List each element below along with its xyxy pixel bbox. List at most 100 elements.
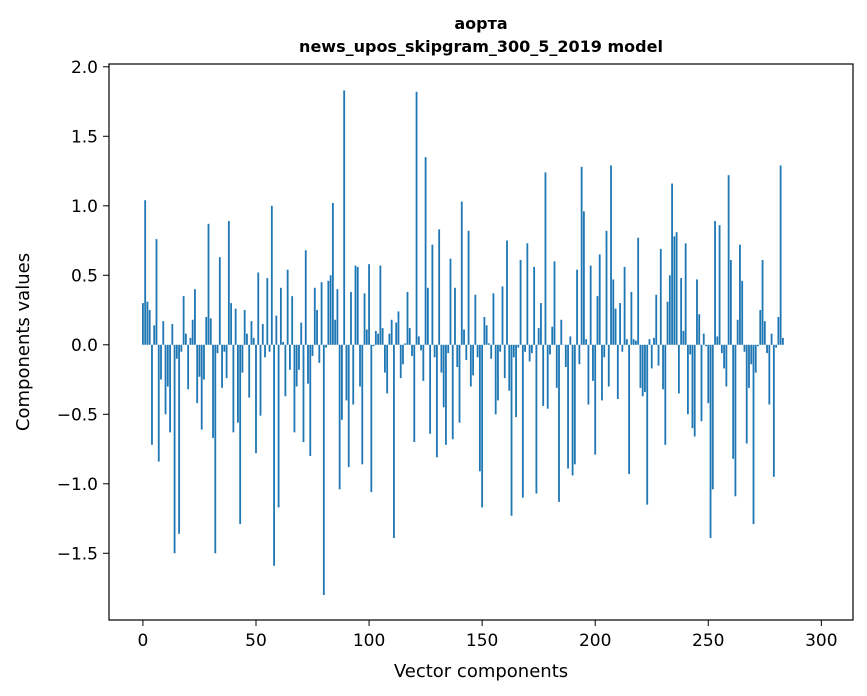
bar-113 [397,311,400,345]
bar-242 [689,344,692,355]
bar-42 [237,344,239,423]
bar-98 [363,293,366,345]
bar-260 [729,259,732,345]
bar-68 [295,344,298,387]
bar-95 [356,266,359,345]
bar-14 [173,344,176,554]
bar-8 [160,344,162,380]
bar-159 [501,286,504,345]
bar-60 [277,344,280,508]
bar-171 [528,344,531,362]
bar-7 [157,344,160,462]
bar-238 [680,278,683,345]
bar-176 [540,303,542,345]
bar-145 [469,344,472,387]
bar-81 [325,344,327,348]
bar-74 [309,344,312,456]
bar-36 [223,344,226,352]
bar-9 [162,321,165,345]
bar-138 [454,287,456,345]
bar-214 [625,339,628,345]
bar-157 [497,344,499,401]
bar-54 [264,344,266,358]
bar-41 [234,308,237,345]
y-tick-label: 0.5 [71,266,98,286]
bar-191 [573,344,576,465]
bar-187 [564,344,567,368]
bar-233 [668,275,671,345]
x-tick-label: 250 [692,631,724,651]
bar-272 [757,344,759,347]
bar-115 [402,344,404,365]
bar-234 [671,183,673,345]
y-axis-label: Components values [13,253,34,431]
bar-46 [246,333,248,345]
bar-263 [736,319,739,345]
bar-215 [628,344,631,475]
bar-274 [761,259,764,345]
bar-156 [494,344,497,415]
bar-257 [723,344,726,369]
bar-179 [546,344,549,409]
bar-165 [515,344,517,418]
bar-195 [582,211,585,345]
bar-17 [180,344,183,352]
bar-140 [458,344,461,423]
bar-182 [553,261,556,345]
bar-141 [460,201,463,345]
bar-128 [431,244,434,345]
bar-119 [411,344,413,356]
bar-97 [361,344,364,465]
bar-235 [673,236,676,345]
bar-77 [316,310,318,345]
bar-158 [499,344,502,352]
bar-12 [169,344,171,433]
bar-203 [601,344,603,401]
bar-219 [637,237,640,345]
bar-250 [707,344,710,404]
bar-24 [196,344,199,404]
bar-96 [359,344,361,387]
bar-91 [347,344,350,468]
bar-283 [781,337,784,345]
bar-247 [700,344,703,422]
bar-127 [429,344,432,434]
bar-277 [768,344,771,405]
bar-40 [232,344,235,433]
bar-280 [775,344,778,348]
bar-69 [298,344,300,370]
bar-254 [716,336,719,345]
x-tick-label: 150 [466,631,498,651]
bar-116 [404,343,407,345]
bar-1 [144,200,147,345]
bar-136 [449,258,452,345]
bar-65 [289,344,291,370]
bar-126 [426,287,429,345]
bar-85 [334,319,337,345]
bar-220 [639,344,642,388]
bar-88 [341,344,343,420]
x-tick-label: 50 [245,631,267,651]
bar-0 [142,303,144,345]
bar-275 [763,321,766,345]
y-tick-label: −0.5 [57,405,98,425]
bar-146 [472,344,474,376]
bar-209 [614,308,617,345]
bar-124 [422,344,425,381]
bar-264 [739,244,741,345]
bar-147 [474,294,477,345]
bar-5 [153,325,156,345]
bar-143 [465,344,468,361]
bar-251 [709,344,712,538]
bar-133 [442,344,445,408]
bar-89 [343,90,346,345]
chart-title-line1: аорта [454,14,507,33]
bar-125 [424,157,427,345]
bar-44 [241,344,244,373]
bar-53 [261,323,264,345]
bar-99 [365,329,368,345]
bar-194 [580,166,583,345]
x-tick-label: 200 [579,631,611,651]
bar-282 [779,165,782,345]
